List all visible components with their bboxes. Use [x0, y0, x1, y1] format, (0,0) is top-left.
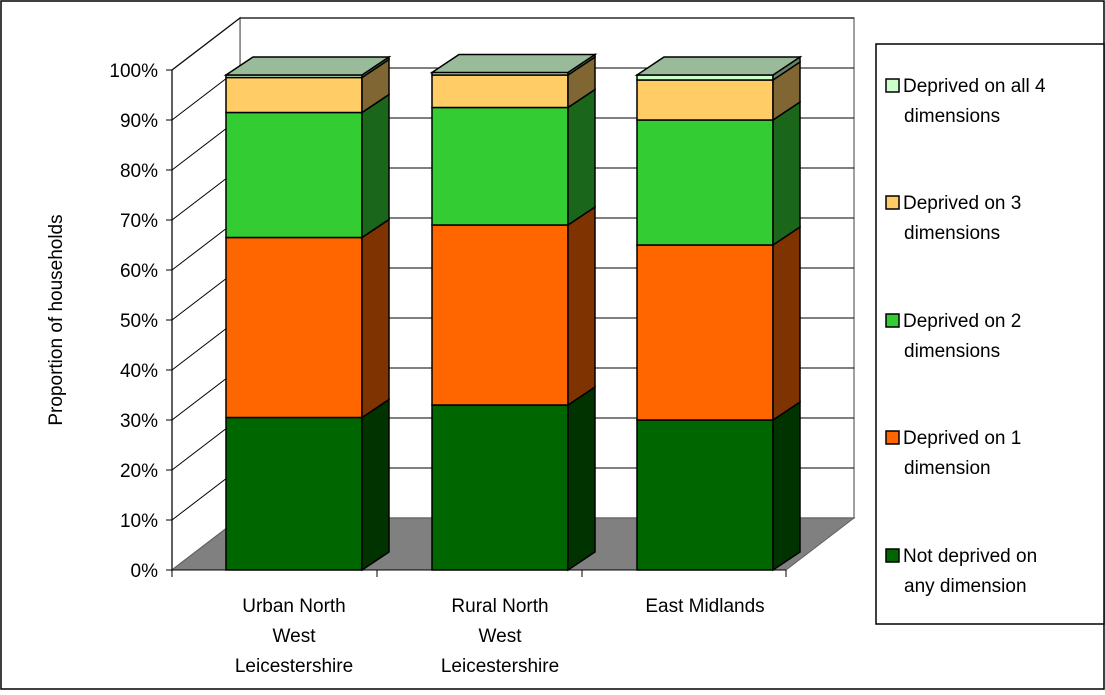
bar-segment-side: [567, 385, 596, 572]
bar-segment-side: [567, 205, 596, 407]
legend-swatch: [885, 313, 900, 328]
legend-label: Deprived on 1: [903, 428, 1021, 449]
bar-top: [634, 56, 803, 76]
y-tick-label: 30%: [120, 411, 158, 432]
y-tick-label: 70%: [120, 211, 158, 232]
y-tick-label: 90%: [120, 111, 158, 132]
x-tick-label: West: [479, 626, 523, 647]
bar-segment-side: [772, 400, 801, 572]
bar-segment: [225, 111, 363, 239]
bar-segment: [636, 244, 774, 421]
y-tick-label: 60%: [120, 261, 158, 282]
bar-segment: [431, 404, 569, 571]
bar-segment: [636, 119, 774, 246]
y-tick-label: 100%: [109, 61, 158, 82]
bar-segment: [636, 419, 774, 571]
x-tick-label: Rural North: [451, 596, 548, 617]
bar-segment: [225, 76, 363, 114]
bar-segment-side: [361, 398, 390, 572]
legend-label: dimensions: [904, 106, 1000, 127]
legend-label: dimension: [904, 458, 991, 479]
bar-segment: [225, 416, 363, 571]
bar-segment-side: [772, 100, 801, 247]
y-axis-title: Proportion of households: [46, 214, 67, 425]
y-tick-label: 20%: [120, 461, 158, 482]
bar-segment: [431, 224, 569, 406]
x-tick-label: Leicestershire: [235, 656, 353, 677]
y-tick-label: 50%: [120, 311, 158, 332]
legend-label: Deprived on 2: [903, 311, 1021, 332]
bar-segment: [225, 236, 363, 419]
legend-box: [875, 43, 1105, 625]
legend-swatch: [885, 548, 900, 563]
bar-segment: [431, 74, 569, 109]
bar-segment: [431, 106, 569, 226]
legend-label: any dimension: [904, 576, 1027, 597]
legend-label: Deprived on 3: [903, 193, 1021, 214]
y-tick-label: 0%: [131, 561, 159, 582]
legend-swatch: [885, 78, 900, 93]
bar-top: [429, 53, 598, 74]
x-tick-label: East Midlands: [645, 596, 764, 617]
bar-segment-side: [772, 225, 801, 422]
bar-segment-side: [567, 88, 596, 227]
legend-label: Not deprived on: [903, 546, 1037, 567]
legend-label: Deprived on all 4: [903, 76, 1046, 97]
gridline: [171, 17, 854, 71]
bar-segment: [636, 79, 774, 121]
x-tick-label: West: [273, 626, 317, 647]
legend-label: dimensions: [904, 341, 1000, 362]
bar-top: [223, 56, 392, 76]
bar-segment-side: [361, 93, 390, 239]
x-tick-label: Leicestershire: [441, 656, 559, 677]
x-tick-label: Urban North: [242, 596, 346, 617]
y-tick-label: 80%: [120, 161, 158, 182]
legend-swatch: [885, 430, 900, 445]
y-tick-label: 10%: [120, 511, 158, 532]
legend-label: dimensions: [904, 223, 1000, 244]
bar-segment-side: [361, 218, 390, 419]
y-tick-label: 40%: [120, 361, 158, 382]
legend-swatch: [885, 195, 900, 210]
